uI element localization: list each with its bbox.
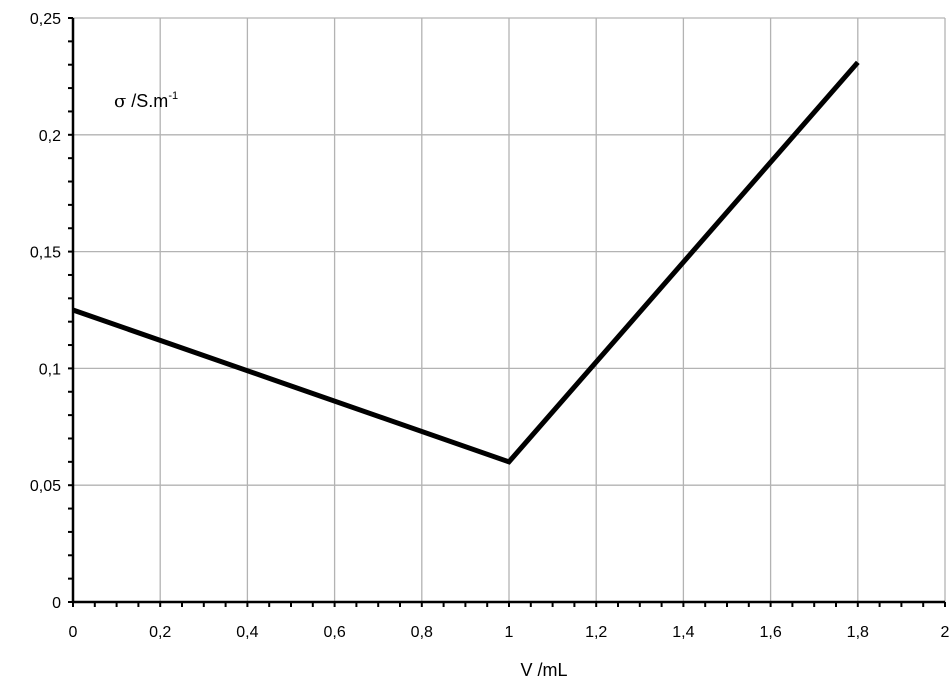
x-tick-label: 0: [69, 624, 78, 641]
y-axis-symbol: σ: [114, 91, 126, 112]
y-axis-unit: /S.m: [126, 91, 168, 111]
x-tick-label: 1: [505, 624, 514, 641]
grid: [73, 17, 946, 602]
y-tick-label: 0,05: [30, 478, 61, 495]
x-tick-label: 0,6: [323, 624, 345, 641]
labels: 0 0,2 0,4 0,6 0,8 1 1,2 1,4 1,6 1,8 2 0 0,05 0,1 0,15 0…: [30, 11, 950, 641]
y-axis-unit-exponent: -1: [168, 90, 178, 102]
y-tick-label: 0,25: [30, 11, 61, 28]
y-tick-label: 0,15: [30, 245, 61, 262]
series-line: [72, 60, 860, 465]
series: [72, 60, 860, 465]
y-tick-label: 0,2: [39, 128, 61, 145]
x-axis-title: V /mL: [520, 660, 567, 680]
x-tick-label: 1,2: [585, 624, 607, 641]
y-tick-label: 0,1: [39, 361, 61, 378]
x-tick-label: 1,8: [847, 624, 869, 641]
y-axis-title: σ /S.m-1: [114, 90, 178, 112]
x-tick-label: 1,6: [759, 624, 781, 641]
x-tick-label: 1,4: [672, 624, 694, 641]
x-tick-label: 0,4: [236, 624, 258, 641]
x-tick-label: 0,8: [411, 624, 433, 641]
axes: [68, 17, 946, 607]
y-tick-label: 0: [52, 595, 61, 612]
x-tick-label: 0,2: [149, 624, 171, 641]
x-tick-label: 2: [941, 624, 950, 641]
